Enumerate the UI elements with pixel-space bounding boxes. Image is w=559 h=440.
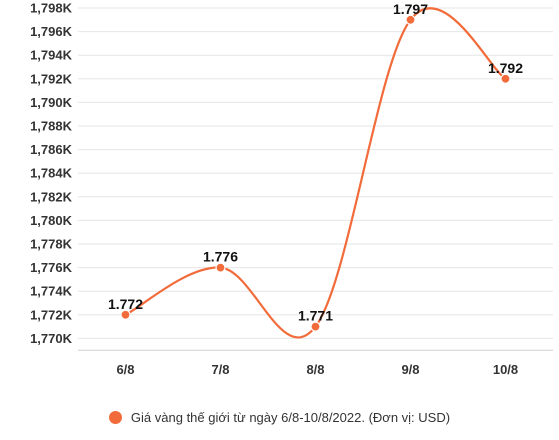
data-label: 1.792 (488, 60, 523, 76)
data-point (120, 309, 131, 320)
y-tick-label: 1,772K (30, 307, 73, 322)
data-point (405, 14, 416, 25)
x-tick-label: 9/8 (401, 362, 419, 377)
data-label: 1.772 (108, 296, 143, 312)
series-line (124, 7, 507, 339)
y-tick-label: 1,798K (30, 1, 73, 16)
y-tick-label: 1,784K (30, 166, 73, 181)
legend-marker (108, 411, 122, 424)
x-tick-label: 10/8 (493, 362, 518, 377)
y-tick-label: 1,778K (30, 237, 73, 252)
y-tick-label: 1,794K (30, 48, 73, 63)
data-label: 1.797 (393, 1, 428, 17)
data-point (310, 321, 321, 332)
legend-label: Giá vàng thế giới từ ngày 6/8-10/8/2022.… (130, 410, 451, 425)
y-tick-label: 1,776K (30, 260, 73, 275)
x-tick-label: 8/8 (306, 362, 324, 377)
y-tick-label: 1,770K (30, 331, 73, 346)
y-tick-label: 1,790K (30, 95, 73, 110)
y-tick-label: 1,796K (30, 24, 73, 39)
line-chart: 1,770K 1,772K 1,774K 1,776K 1,778K 1,780K 1,78… (30, 1, 553, 377)
y-tick-label: 1,774K (30, 284, 73, 299)
data-point (215, 262, 226, 273)
y-tick-label: 1,788K (30, 119, 73, 134)
data-label: 1.776 (203, 249, 238, 265)
data-point (500, 73, 511, 84)
y-tick-label: 1,786K (30, 142, 73, 157)
legend: Giá vàng thế giới từ ngày 6/8-10/8/2022.… (0, 410, 559, 425)
data-label: 1.771 (298, 308, 333, 324)
x-tick-label: 6/8 (116, 362, 134, 377)
y-tick-label: 1,780K (30, 213, 73, 228)
x-tick-label: 7/8 (211, 362, 229, 377)
y-tick-label: 1,782K (30, 189, 73, 204)
y-tick-label: 1,792K (30, 71, 73, 86)
